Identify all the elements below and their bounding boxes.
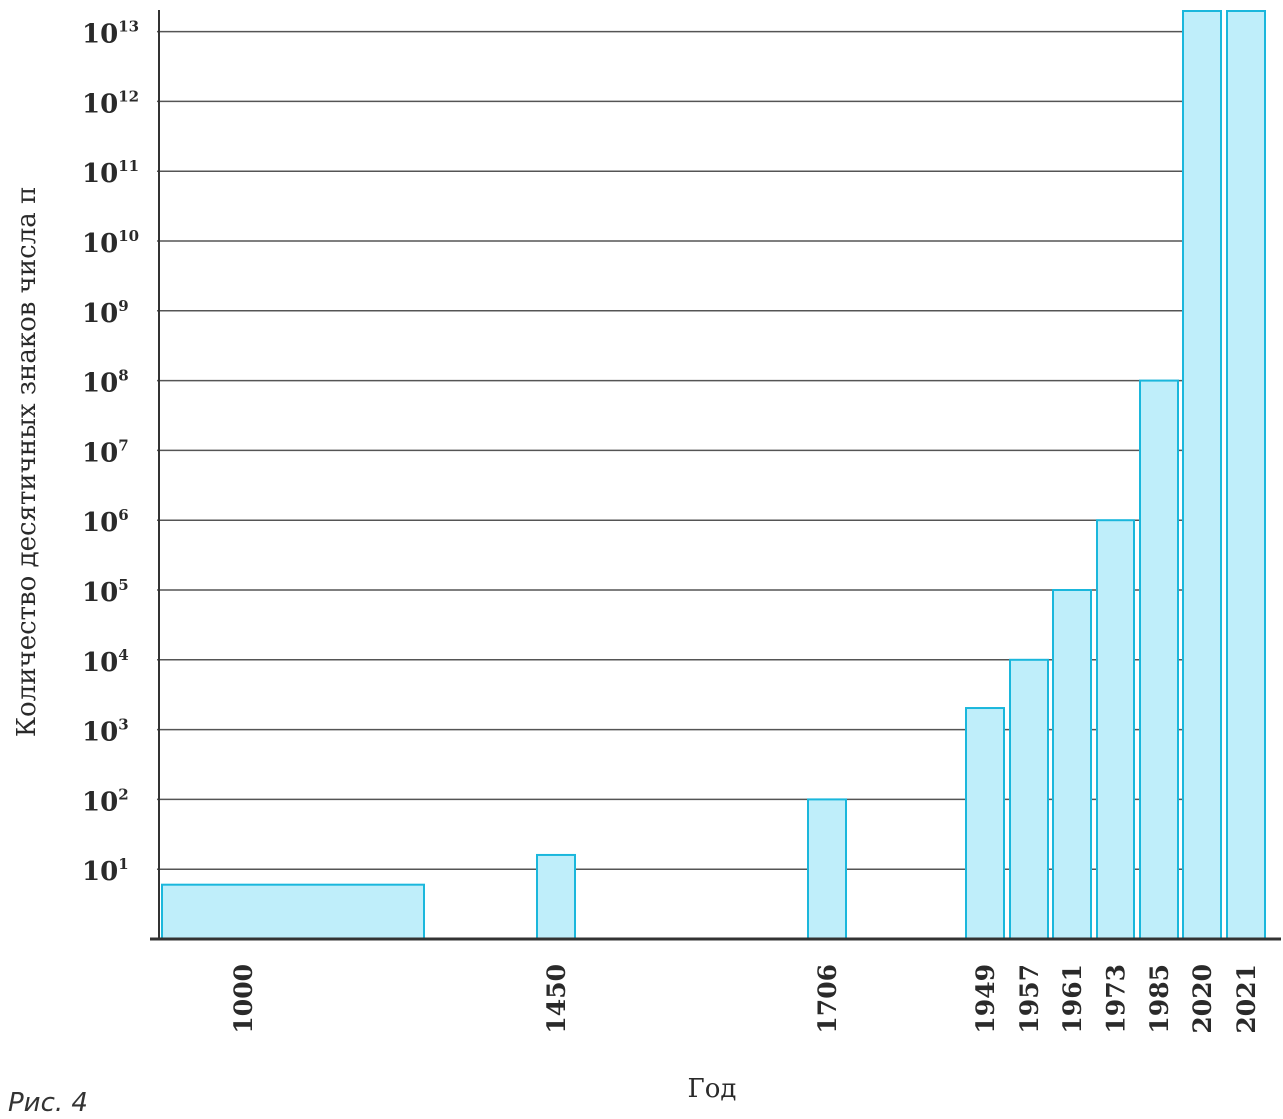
x-tick-label-1450: 1450 [542, 964, 571, 1034]
bar-1706 [807, 798, 847, 941]
y-tick-label-11: 1012 [82, 87, 139, 119]
figure-caption: Рис. 4 [8, 1088, 88, 1118]
y-tick-label-2: 103 [82, 716, 129, 748]
x-tick-label-1961: 1961 [1058, 964, 1087, 1034]
x-tick-label-1706: 1706 [813, 964, 842, 1034]
bar-1000 [161, 883, 425, 941]
y-tick-label-9: 1010 [82, 227, 139, 259]
x-tick-label-1973: 1973 [1102, 964, 1131, 1034]
x-tick-label-2020: 2020 [1188, 964, 1217, 1034]
y-tick-label-4: 105 [82, 576, 129, 608]
y-tick-label-10: 1011 [82, 157, 139, 189]
bar-2020 [1182, 10, 1222, 940]
y-tick-labels: 101 102 103 104 105 106 107 108 109 1010 1011 1012 1… [82, 18, 139, 888]
x-tick-label-1985: 1985 [1145, 964, 1174, 1034]
y-tick-label-5: 106 [82, 506, 129, 538]
y-tick-label-6: 107 [82, 436, 129, 468]
x-tick-labels: 1000 1450 1706 1949 1957 1961 1973 1985 2020 2021 [229, 964, 1261, 1034]
bar-2021 [1226, 10, 1266, 940]
bar-1949 [965, 707, 1005, 940]
y-tick-label-0: 101 [82, 855, 129, 887]
y-axis-title: Количество десятичных знаков числа π [12, 187, 42, 737]
grid-lines [157, 30, 1183, 870]
bar-1957 [1009, 658, 1049, 940]
bar-1985 [1139, 379, 1179, 941]
x-tick-label-1957: 1957 [1015, 964, 1044, 1034]
y-tick-label-8: 109 [82, 297, 129, 329]
y-tick-label-3: 104 [82, 646, 129, 678]
x-axis-title: Год [688, 1074, 737, 1104]
y-tick-label-7: 108 [82, 367, 129, 399]
bar-1450 [536, 853, 576, 941]
y-tick-label-12: 1013 [82, 18, 139, 50]
x-tick-label-1000: 1000 [229, 964, 258, 1034]
bar-1961 [1052, 589, 1092, 940]
axes [150, 10, 1281, 941]
y-tick-label-1: 102 [82, 785, 129, 817]
x-tick-label-2021: 2021 [1232, 964, 1261, 1034]
bar-1973 [1096, 519, 1135, 940]
x-tick-label-1949: 1949 [971, 964, 1000, 1034]
bars [161, 10, 1266, 941]
